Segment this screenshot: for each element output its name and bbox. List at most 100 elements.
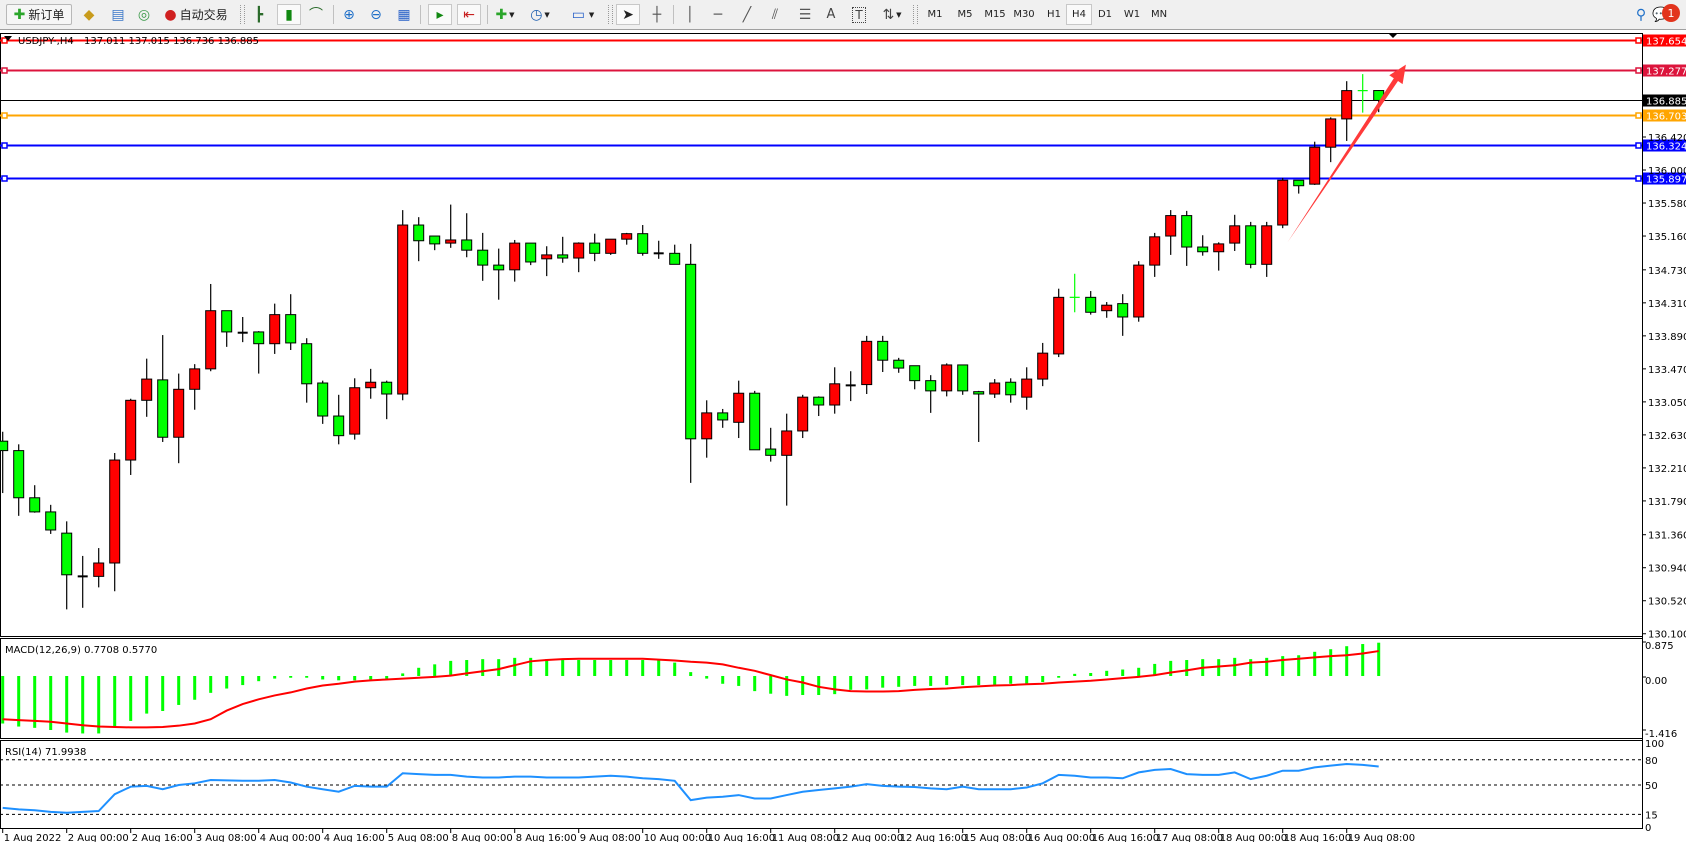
clock-icon: ◷ [530, 6, 543, 23]
macd-histogram-bar [257, 676, 261, 682]
candle-body-up [1101, 304, 1113, 312]
toolbar-grip[interactable] [240, 5, 245, 24]
candle [1245, 221, 1257, 269]
candle [941, 363, 953, 397]
macd-histogram-bar [401, 673, 405, 676]
period-m1-button[interactable]: M1 [927, 9, 943, 20]
line-handle-right[interactable] [1635, 142, 1642, 149]
macd-histogram-bar [625, 660, 629, 676]
line-handle-right[interactable] [1635, 67, 1642, 74]
new-order-button[interactable]: ✚ 新订单 [6, 4, 72, 25]
candle-body-up [1341, 90, 1353, 120]
candle [541, 246, 553, 277]
signals-button[interactable]: ◎ [133, 4, 155, 25]
cursor-button[interactable]: ➤ [616, 4, 640, 25]
candle-body-down [957, 364, 969, 392]
fibonacci-button[interactable]: ☰ [794, 4, 816, 25]
line-handle-right[interactable] [1635, 175, 1642, 182]
equidistant-channel-button[interactable]: ⫽ [764, 4, 786, 25]
line-handle-left[interactable] [1, 112, 8, 119]
line-handle-right[interactable] [1635, 112, 1642, 119]
period-w1-button[interactable]: W1 [1123, 9, 1141, 20]
tile-windows-icon: ▦ [397, 6, 411, 23]
chart-menu-triangle-icon[interactable] [4, 36, 12, 41]
period-h1-button[interactable]: H1 [1047, 9, 1061, 20]
candle-body-down [61, 532, 73, 576]
templates-button[interactable]: ▭ ▼ [563, 4, 603, 25]
candle [1101, 302, 1113, 318]
macd-histogram-bar [1249, 659, 1253, 676]
candlestick-chart-button[interactable]: ▮ [277, 4, 301, 25]
auto-trading-button[interactable]: ● 自动交易 [160, 4, 232, 25]
price-axis-label: 135.580 [1648, 199, 1686, 210]
periods-button[interactable]: ◷ ▼ [525, 4, 555, 25]
text-tool-button[interactable]: A [820, 4, 842, 25]
candle [45, 504, 57, 534]
macd-histogram-bar [833, 676, 837, 695]
macd-histogram-bar [289, 676, 293, 678]
chart-shift-button[interactable]: ⇤ [457, 4, 481, 25]
bar-chart-button[interactable]: ┣ [248, 4, 270, 25]
main-chart-frame [0, 33, 1643, 637]
line-handle-left[interactable] [1, 37, 8, 44]
indicators-icon: ✚ [495, 6, 508, 23]
vertical-line-button[interactable]: │ [679, 4, 701, 25]
candle [285, 294, 297, 350]
line-handle-right[interactable] [1635, 37, 1642, 44]
market-watch-button[interactable]: ◆ [78, 4, 100, 25]
time-axis-label: 8 Aug 16:00 [516, 833, 577, 842]
candle-body-down [877, 340, 889, 361]
period-mn-button[interactable]: MN [1150, 9, 1168, 20]
label-tool-button[interactable]: T [848, 4, 870, 25]
macd-histogram-bar [353, 676, 357, 681]
line-handle-left[interactable] [1, 175, 8, 182]
period-m15-button[interactable]: M15 [984, 9, 1006, 20]
line-handle-left[interactable] [1, 142, 8, 149]
candle [13, 444, 25, 516]
zoom-out-button[interactable]: ⊖ [365, 4, 387, 25]
candle [77, 555, 88, 608]
channel-icon: ⫽ [771, 6, 779, 23]
macd-histogram-bar [529, 657, 533, 676]
price-axis-label: 132.630 [1648, 431, 1686, 442]
line-chart-button[interactable]: ⌒ [305, 4, 327, 25]
trend-arrow-annotation[interactable] [1287, 64, 1406, 243]
horizontal-line-button[interactable]: ─ [707, 4, 729, 25]
candle-body-down [413, 224, 425, 242]
candle [189, 364, 201, 410]
time-axis-label: 11 Aug 08:00 [772, 833, 839, 842]
period-d1-button[interactable]: D1 [1097, 9, 1113, 20]
macd-title: MACD(12,26,9) 0.7708 0.5770 [5, 645, 157, 656]
candle-body-down [685, 263, 697, 440]
period-m5-button[interactable]: M5 [957, 9, 973, 20]
period-m30-button[interactable]: M30 [1013, 9, 1035, 20]
chart-shift-marker-icon[interactable] [1388, 33, 1398, 38]
candle-body-up [605, 238, 617, 254]
candle-body-up [1309, 146, 1321, 185]
macd-signal-line [2, 650, 1379, 729]
time-axis-label: 16 Aug 16:00 [1092, 833, 1159, 842]
toolbar-grip[interactable] [913, 5, 918, 24]
candle [1277, 177, 1289, 229]
candle-body-down [1197, 246, 1209, 253]
tile-windows-button[interactable]: ▦ [393, 4, 415, 25]
macd-axis-label: 0.875 [1645, 641, 1674, 652]
macd-histogram-bar [721, 676, 725, 684]
notification-badge[interactable]: 1 [1662, 4, 1680, 22]
zoom-in-button[interactable]: ⊕ [338, 4, 360, 25]
macd-histogram-bar [865, 676, 869, 690]
candle [701, 400, 713, 458]
navigator-button[interactable]: ▤ [107, 4, 129, 25]
toolbar-grip[interactable] [608, 5, 613, 24]
arrows-button[interactable]: ⇅ ▼ [876, 4, 908, 25]
price-label: 137.654 [1646, 37, 1686, 48]
indicators-button[interactable]: ✚ ▼ [490, 4, 520, 25]
candle [957, 364, 969, 395]
search-button[interactable]: ⚲ [1630, 4, 1652, 25]
crosshair-button[interactable]: ┼ [646, 4, 668, 25]
line-handle-left[interactable] [1, 67, 8, 74]
auto-scroll-button[interactable]: ▸ [428, 4, 452, 25]
period-h4-button[interactable]: H4 [1066, 4, 1092, 25]
trendline-button[interactable]: ╱ [736, 4, 758, 25]
